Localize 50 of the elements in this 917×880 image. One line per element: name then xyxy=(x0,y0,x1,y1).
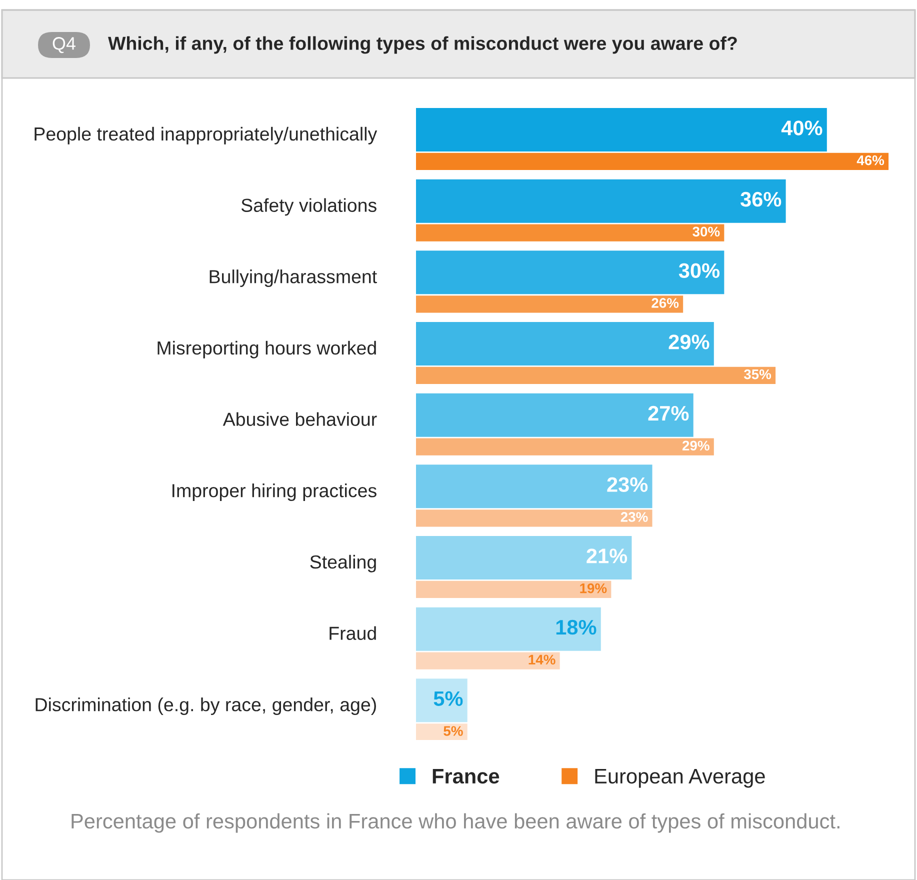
y-tick-label: Safety violations xyxy=(241,198,376,216)
bar xyxy=(416,510,652,527)
y-tick-label: Improper hiring practices xyxy=(172,484,376,502)
text: Percentage of respondents in France who have been aware of types of misconduct. xyxy=(72,813,840,833)
y-tick-label: Discrimination (e.g. by race, gender, age) xyxy=(36,698,376,716)
data-label: 5% xyxy=(434,691,463,706)
bar xyxy=(416,224,724,242)
bar xyxy=(416,250,724,294)
y-tick-label: Misreporting hours worked xyxy=(158,340,376,358)
data-label: 36% xyxy=(740,192,782,207)
y-tick-label: Stealing xyxy=(310,554,376,572)
data-label: 18% xyxy=(556,620,596,635)
bar xyxy=(416,393,694,437)
chart-title: Which, if any, of the following types of misconduct were you aware of? xyxy=(108,36,737,54)
data-label: 29% xyxy=(668,334,710,350)
bar xyxy=(416,152,889,170)
data-label: 23% xyxy=(620,512,648,522)
legend-label: France xyxy=(432,769,500,784)
bar xyxy=(416,652,560,670)
data-label: 30% xyxy=(678,263,720,278)
data-label: 40% xyxy=(781,120,822,136)
bar xyxy=(416,296,684,313)
data-label: 26% xyxy=(652,298,679,308)
y-tick-label: Abusive behaviour xyxy=(222,412,377,426)
bar xyxy=(416,580,612,598)
bar xyxy=(416,438,714,456)
y-tick-label: Bullying/harassment xyxy=(210,270,377,288)
bar xyxy=(416,724,468,740)
legend-label: European Average xyxy=(595,769,765,788)
bar xyxy=(416,179,786,223)
data-label: 35% xyxy=(744,369,772,380)
bar xyxy=(416,366,776,384)
data-label: 21% xyxy=(586,548,628,564)
y-tick-label: Fraud xyxy=(330,626,376,640)
bar xyxy=(416,464,652,508)
data-label: 30% xyxy=(692,226,720,237)
data-label: 27% xyxy=(648,406,689,421)
bar xyxy=(416,607,601,651)
text: Q4 xyxy=(52,37,76,54)
data-label: 14% xyxy=(528,654,556,665)
data-label: 29% xyxy=(682,440,710,451)
bar xyxy=(416,536,632,580)
data-label: 5% xyxy=(444,726,463,736)
bar xyxy=(416,322,714,366)
data-label: 46% xyxy=(856,155,884,166)
y-tick-label: People treated inappropriately/unethically xyxy=(34,126,378,144)
bar xyxy=(416,678,468,722)
data-label: 23% xyxy=(607,477,648,492)
data-label: 19% xyxy=(580,583,607,594)
bar xyxy=(416,108,827,152)
